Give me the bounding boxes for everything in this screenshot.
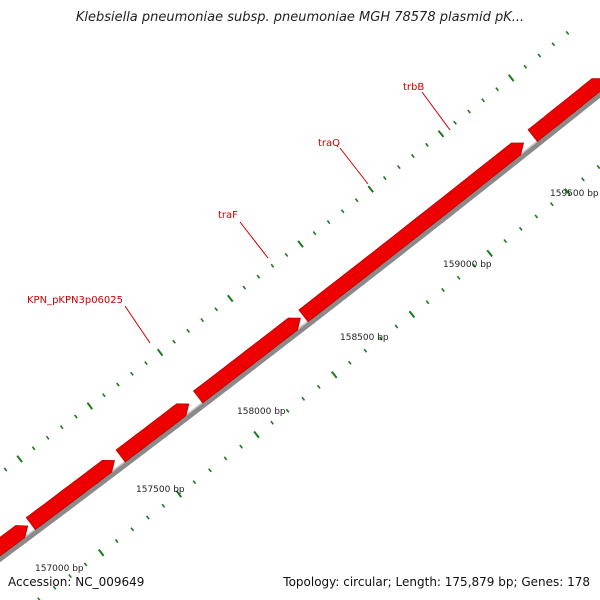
outer-tick (75, 415, 77, 418)
outer-tick (145, 362, 147, 365)
minor-scale-tick (162, 504, 164, 507)
outer-tick (398, 166, 401, 169)
outer-tick (439, 131, 444, 137)
scale-label: 157000 bp (35, 564, 84, 574)
outer-tick (327, 221, 329, 224)
outer-tick (454, 121, 457, 124)
minor-scale-tick (349, 361, 351, 364)
outer-tick (426, 143, 429, 146)
gene-label-KPN_pKPN3p06025[interactable]: KPN_pKPN3p06025 (27, 295, 150, 343)
leader-line (125, 306, 150, 343)
minor-scale-tick (84, 563, 86, 566)
gene-label-text: trbB (403, 82, 424, 93)
outer-tick (173, 340, 175, 343)
leader-line (422, 92, 450, 130)
minor-scale-tick (582, 178, 585, 181)
minor-scale-tick (193, 481, 195, 484)
scale-label: 158500 bp (340, 333, 389, 343)
gene-label-text: traF (218, 210, 238, 221)
outer-tick (412, 154, 414, 157)
gene-arrow[interactable] (528, 79, 600, 142)
gene-arrow[interactable] (116, 404, 189, 462)
outer-tick (313, 232, 316, 235)
outer-tick (131, 372, 134, 375)
outer-tick (187, 329, 190, 332)
outer-tick (61, 426, 63, 429)
outer-tick (509, 75, 514, 81)
gene-label-text: traQ (318, 138, 340, 149)
gene-arrow[interactable] (26, 460, 114, 529)
minor-scale-tick (457, 276, 459, 279)
major-scale-tick (254, 432, 259, 438)
major-scale-tick (487, 250, 492, 256)
outer-tick (482, 99, 485, 102)
outer-tick (524, 65, 527, 68)
outer-tick (468, 110, 471, 113)
outer-tick (243, 286, 245, 289)
outer-tick (158, 349, 163, 355)
outer-tick (496, 88, 499, 91)
outer-tick (271, 264, 273, 267)
major-scale-tick (410, 311, 415, 317)
outer-tick (384, 177, 386, 180)
scale-label: 159000 bp (443, 260, 492, 270)
minor-scale-tick (302, 397, 304, 400)
major-scale-tick (332, 372, 337, 378)
minor-scale-tick (286, 409, 289, 412)
outer-tick (47, 436, 49, 439)
scale-label: 157500 bp (136, 485, 185, 495)
outer-tick (117, 383, 119, 386)
outer-tick (368, 186, 373, 192)
summary-text: Topology: circular; Length: 175,879 bp; … (283, 575, 590, 589)
outer-tick (257, 275, 260, 278)
outer-tick (538, 54, 541, 57)
minor-scale-tick (442, 288, 445, 291)
minor-scale-tick (426, 301, 429, 304)
gene-arrow[interactable] (299, 143, 524, 322)
outer-tick (103, 394, 105, 397)
outer-tick (201, 319, 203, 322)
minor-scale-tick (224, 457, 226, 460)
minor-scale-tick (209, 469, 212, 472)
gene-label-text: KPN_pKPN3p06025 (27, 295, 123, 306)
minor-scale-tick (147, 516, 149, 519)
scale-label: 158000 bp (237, 407, 286, 417)
minor-scale-tick (240, 445, 243, 448)
inner-tick-ring (21, 127, 600, 600)
gene-arrow[interactable] (194, 318, 301, 403)
minor-scale-tick (504, 240, 507, 243)
outer-tick (17, 456, 22, 462)
minor-scale-tick (551, 203, 554, 206)
outer-tick (228, 295, 233, 301)
leader-line (240, 222, 268, 258)
outer-tick (552, 43, 555, 46)
minor-scale-tick (535, 215, 537, 218)
minor-scale-tick (364, 349, 367, 352)
outer-tick (356, 199, 358, 202)
outer-tick (4, 468, 6, 471)
minor-scale-tick (520, 227, 523, 230)
outer-tick (566, 31, 569, 34)
minor-scale-tick (271, 421, 273, 424)
scale-label: 159500 bp (550, 189, 599, 199)
leader-line (340, 148, 368, 184)
minor-scale-tick (597, 165, 600, 168)
outer-tick (341, 210, 344, 213)
minor-scale-tick (395, 325, 398, 328)
outer-tick (298, 241, 303, 247)
minor-scale-tick (131, 528, 134, 531)
outer-tick (32, 447, 34, 450)
major-scale-tick (99, 550, 104, 556)
gene-label-traF[interactable]: traF (218, 210, 268, 258)
outer-tick-ring (0, 31, 569, 514)
gene-label-trbB[interactable]: trbB (403, 82, 450, 130)
minor-scale-tick (318, 385, 321, 388)
outer-tick (215, 308, 218, 311)
outer-tick (285, 253, 288, 256)
gene-label-traQ[interactable]: traQ (318, 138, 368, 184)
minor-scale-tick (116, 539, 118, 542)
outer-tick (87, 403, 92, 409)
accession-text: Accession: NC_009649 (8, 575, 144, 589)
